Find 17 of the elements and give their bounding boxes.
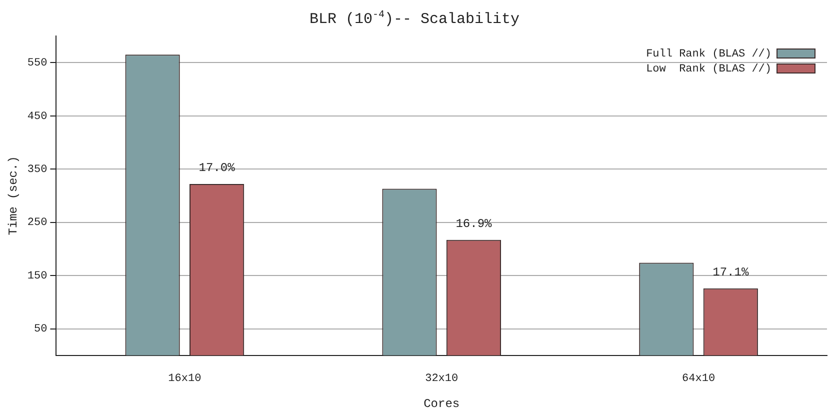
legend-label: Low Rank (BLAS //) bbox=[646, 63, 772, 76]
x-tick-label: 32x10 bbox=[425, 372, 458, 385]
y-axis-title: Time (sec.) bbox=[6, 156, 20, 236]
x-tick-label: 64x10 bbox=[682, 372, 716, 385]
x-tick-label: 16x10 bbox=[168, 372, 202, 385]
annotation: 17.0% bbox=[198, 161, 236, 176]
x-axis-title: Cores bbox=[424, 396, 460, 411]
y-tick-label: 50 bbox=[34, 324, 48, 336]
y-tick-label: 450 bbox=[27, 110, 48, 123]
y-tick-label: 150 bbox=[27, 270, 48, 282]
y-tick-label: 250 bbox=[27, 217, 48, 230]
annotation: 17.1% bbox=[712, 266, 750, 280]
legend-label: Full Rank (BLAS //) bbox=[646, 48, 772, 60]
chart-title: BLR (10$^{-4}$)-- Scalability bbox=[308, 10, 521, 28]
annotation: 16.9% bbox=[456, 217, 493, 232]
y-tick-label: 350 bbox=[27, 164, 48, 176]
y-tick-label: 550 bbox=[27, 58, 48, 70]
